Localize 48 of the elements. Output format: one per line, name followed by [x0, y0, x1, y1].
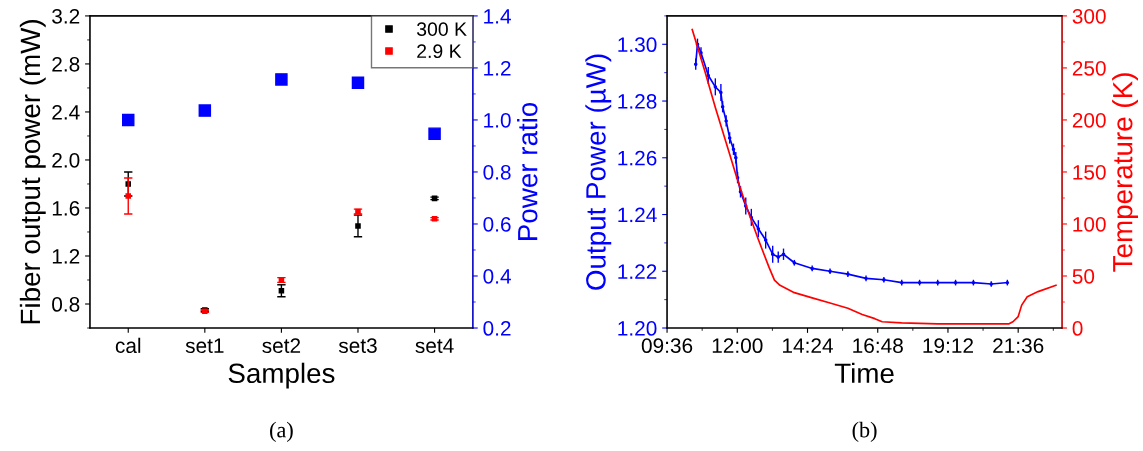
y2-tick-label: 150 — [1073, 164, 1106, 180]
y2-tick-label: 1.2 — [484, 60, 511, 76]
text: (a) — [270, 421, 293, 442]
y2-tick-label: 100 — [1073, 216, 1106, 232]
x-axis-title: Samples — [228, 362, 335, 389]
y-tick-label: 1.26 — [618, 150, 657, 166]
text: (b) — [852, 421, 877, 442]
y-axis-title: Fiber output power (mW) — [19, 20, 46, 324]
x-tick-label: 12:00 — [712, 338, 763, 354]
y2-tick-label: 300 — [1072, 8, 1106, 24]
y-tick-label: 1.24 — [618, 207, 657, 223]
y-tick-label: 1.30 — [618, 37, 657, 53]
x-tick-label: 21:36 — [993, 338, 1044, 354]
x-tick-label: set1 — [185, 338, 224, 354]
y2-axis-title: Temperature (K) — [1112, 73, 1138, 272]
x-tick-label: set3 — [338, 338, 377, 354]
y2-tick-label: 0 — [1072, 321, 1083, 336]
y-tick-label: 1.6 — [52, 200, 80, 216]
x-tick-label: set4 — [415, 338, 454, 354]
y2-tick-label: 250 — [1072, 60, 1106, 76]
x-tick-label: 09:36 — [641, 338, 693, 354]
y-tick-label: 2.8 — [52, 56, 80, 72]
legend-label: 2.9 K — [417, 44, 462, 59]
x-tick-label: 14:24 — [783, 338, 833, 353]
y-tick-label: 2.4 — [52, 104, 80, 120]
y-axis-title: Output Power (µW) — [585, 54, 612, 290]
y-tick-label: 1.20 — [618, 321, 657, 336]
y-tick-label: 2.0 — [52, 152, 80, 168]
y2-tick-label: 0.2 — [483, 321, 511, 336]
y-tick-label: 0.8 — [52, 297, 80, 312]
y-tick-label: 1.2 — [52, 248, 80, 264]
y2-tick-label: 1.0 — [484, 112, 511, 128]
y2-tick-label: 1.4 — [484, 9, 511, 24]
x-tick-label: cal — [115, 337, 141, 354]
y2-tick-label: 0.6 — [483, 216, 511, 232]
y2-tick-label: 0.8 — [483, 164, 511, 180]
x-tick-label: 19:12 — [923, 338, 973, 354]
legend-label: 300 K — [416, 22, 467, 37]
x-tick-label: set2 — [262, 338, 301, 354]
y-tick-label: 1.22 — [618, 264, 657, 279]
y2-tick-label: 200 — [1072, 112, 1106, 128]
x-axis-title: Time — [834, 362, 894, 384]
y-tick-label: 3.2 — [52, 8, 80, 24]
y2-axis-title: Power ratio — [517, 102, 538, 240]
y2-tick-label: 0.4 — [483, 269, 511, 284]
y2-tick-label: 50 — [1072, 269, 1095, 284]
y-tick-label: 1.28 — [618, 94, 657, 109]
x-tick-label: 16:48 — [853, 338, 903, 354]
